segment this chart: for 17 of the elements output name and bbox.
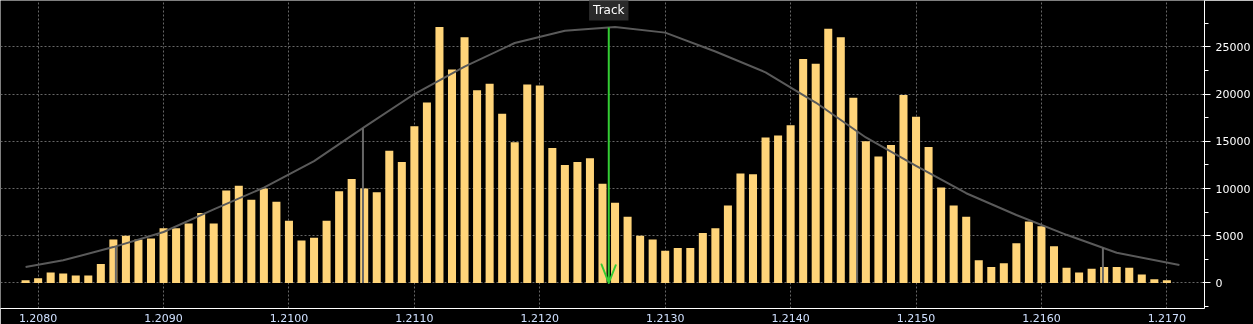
y-tick-label: 10000 [1215,182,1251,196]
y-tick-label: 0 [1215,276,1223,290]
y-tick-label: 20000 [1215,88,1251,102]
x-tick-label: 1.2160 [1022,311,1061,324]
x-tick-label: 1.2140 [771,311,810,324]
y-tick-label: 15000 [1215,135,1251,149]
x-tick-label: 1.2110 [395,311,434,324]
x-tick-label: 1.2170 [1147,311,1187,324]
x-tick-label: 1.2150 [896,311,936,324]
x-tick-label: 1.2130 [645,311,685,324]
y-tick-label: 25000 [1215,40,1251,54]
y-tick-label: 5000 [1215,229,1244,243]
x-tick-label: 1.2090 [144,311,183,324]
x-tick-label: 1.2120 [520,311,560,324]
ref-line-label: Track [592,2,625,17]
x-tick-label: 1.2100 [269,311,309,324]
x-tick-label: 1.2080 [18,311,58,324]
